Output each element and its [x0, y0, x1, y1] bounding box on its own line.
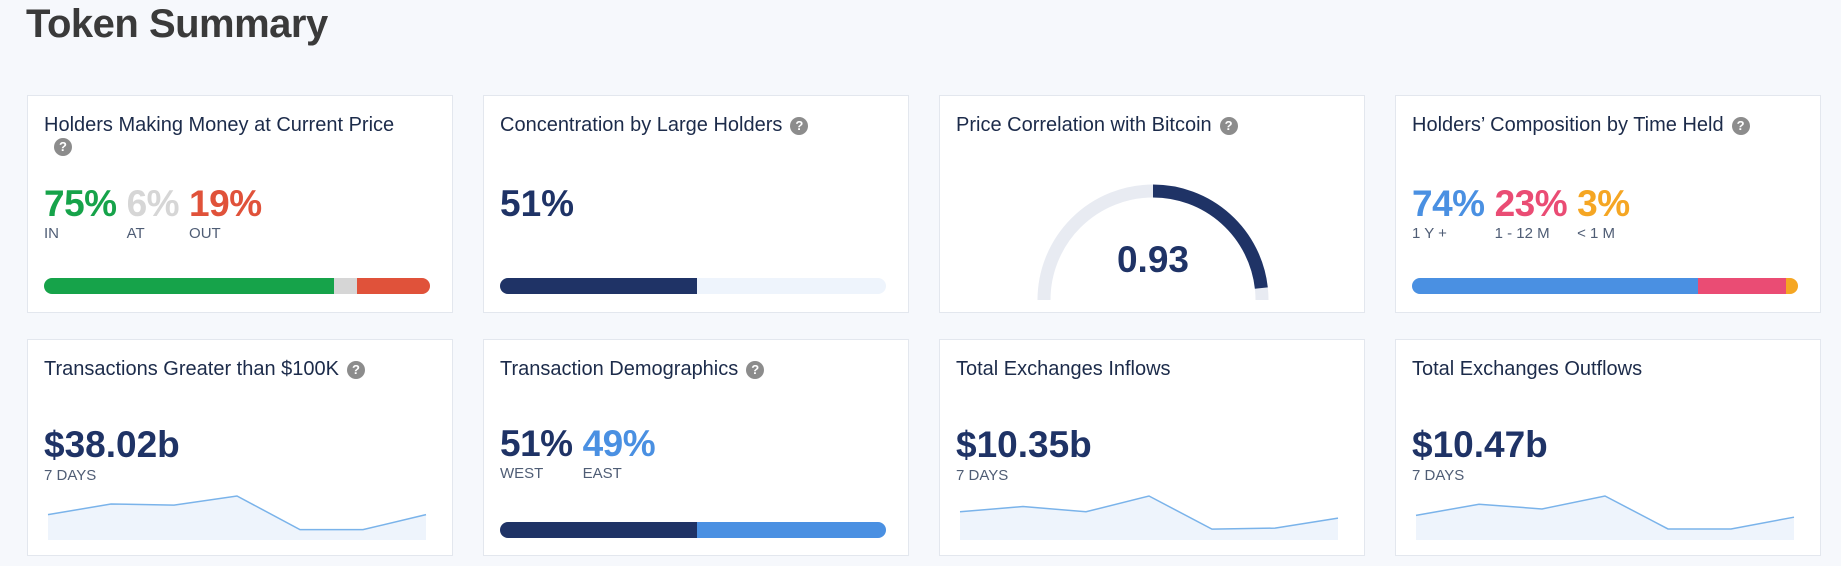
bar-segment [44, 278, 334, 294]
distribution-bar [44, 278, 430, 294]
question-circle-icon[interactable]: ? [346, 360, 365, 379]
period-label: 7 DAYS [44, 467, 97, 484]
bar-segment [696, 522, 886, 538]
period-label: 7 DAYS [956, 467, 1009, 484]
holders-making-money-card: Holders Making Money at Current Price ? … [27, 95, 453, 313]
demographics-bar [500, 522, 886, 538]
bar-segment [1786, 278, 1798, 294]
period-label: 7 DAYS [1412, 467, 1465, 484]
question-circle-icon[interactable]: ? [1731, 116, 1750, 135]
correlation-gauge [1037, 184, 1269, 301]
composition-card: Holders’ Composition by Time Held? 74% 1… [1395, 95, 1821, 313]
concentration-bar [500, 278, 886, 294]
card-title: Total Exchanges Outflows [1412, 358, 1643, 380]
question-circle-icon[interactable]: ? [54, 138, 72, 156]
card-title: Transactions Greater than $100K? [44, 356, 436, 382]
stat-east: 49% EAST [583, 425, 656, 483]
stat-group: 51% WEST 49% EAST [500, 425, 656, 483]
stat-at: 6% AT [126, 183, 180, 243]
large-transactions-card: Transactions Greater than $100K? $38.02b… [27, 339, 453, 556]
question-circle-icon[interactable]: ? [1219, 116, 1238, 135]
bar-segment [356, 278, 430, 294]
bar-segment [500, 278, 697, 294]
stat-1y: 74% 1 Y + [1412, 185, 1485, 243]
correlation-card: Price Correlation with Bitcoin? 0.93 [939, 95, 1365, 313]
stat-label: < 1 M [1577, 225, 1616, 242]
stat-out: 19% OUT [189, 185, 262, 243]
card-title: Holders’ Composition by Time Held? [1412, 112, 1804, 138]
stat-label: 1 - 12 M [1494, 225, 1550, 242]
correlation-value: 0.93 [1116, 239, 1189, 280]
stat-west: 51% WEST [500, 425, 573, 483]
stat-label: AT [126, 225, 145, 242]
bar-segment [500, 522, 697, 538]
sparkline-area [960, 496, 1338, 540]
page-title: Token Summary [26, 2, 328, 46]
stat-label: 1 Y + [1412, 225, 1447, 242]
stat-value: 19% [189, 183, 262, 224]
sparkline-line [47, 495, 427, 531]
outflows-card: Total Exchanges Outflows $10.47b 7 DAYS [1395, 339, 1821, 556]
sparkline [959, 495, 1339, 540]
stat-group: 74% 1 Y + 23% 1 - 12 M 3% < 1 M [1412, 185, 1630, 243]
sparkline-line [1415, 495, 1795, 530]
card-title: Price Correlation with Bitcoin? [956, 112, 1348, 138]
stat-value: 23% [1494, 183, 1568, 224]
question-circle-icon[interactable]: ? [746, 360, 765, 379]
stat-label: IN [44, 225, 59, 242]
outflows-value: $10.47b [1412, 424, 1548, 465]
concentration-value: 51% [500, 183, 575, 224]
stat-value: 51% [500, 423, 573, 464]
sparkline [47, 495, 427, 540]
stat-value: 74% [1412, 183, 1485, 224]
sparkline-line [959, 495, 1339, 530]
stat-value: 6% [126, 183, 180, 224]
stat-value: 49% [582, 423, 656, 464]
stat-label: WEST [500, 465, 544, 482]
concentration-card: Concentration by Large Holders? 51% [483, 95, 909, 313]
sparkline-area [1416, 496, 1794, 540]
card-title: Holders Making Money at Current Price [44, 114, 395, 136]
stat-label: OUT [189, 225, 221, 242]
stat-in: 75% IN [44, 185, 117, 243]
stat-lt1m: 3% < 1 M [1577, 183, 1630, 243]
card-title: Transaction Demographics? [500, 356, 892, 382]
stat-group: 75% IN 6% AT 19% OUT [44, 185, 262, 243]
large-tx-value: $38.02b [44, 424, 180, 465]
stat-value: 75% [44, 183, 117, 224]
bar-segment [1412, 278, 1698, 294]
stat-1-12m: 23% 1 - 12 M [1495, 185, 1568, 243]
bar-segment [1697, 278, 1787, 294]
card-title: Total Exchanges Inflows [956, 358, 1171, 380]
inflows-value: $10.35b [956, 424, 1092, 465]
card-title: Concentration by Large Holders? [500, 112, 892, 138]
sparkline [1415, 495, 1795, 540]
gauge-fill [1152, 184, 1268, 289]
bar-segment [333, 278, 357, 294]
composition-bar [1412, 278, 1798, 294]
inflows-card: Total Exchanges Inflows $10.35b 7 DAYS [939, 339, 1365, 556]
sparkline-area [48, 496, 426, 540]
stat-value: 3% [1577, 183, 1630, 224]
stat-label: EAST [582, 465, 622, 482]
question-circle-icon[interactable]: ? [790, 116, 809, 135]
demographics-card: Transaction Demographics? 51% WEST 49% E… [483, 339, 909, 556]
